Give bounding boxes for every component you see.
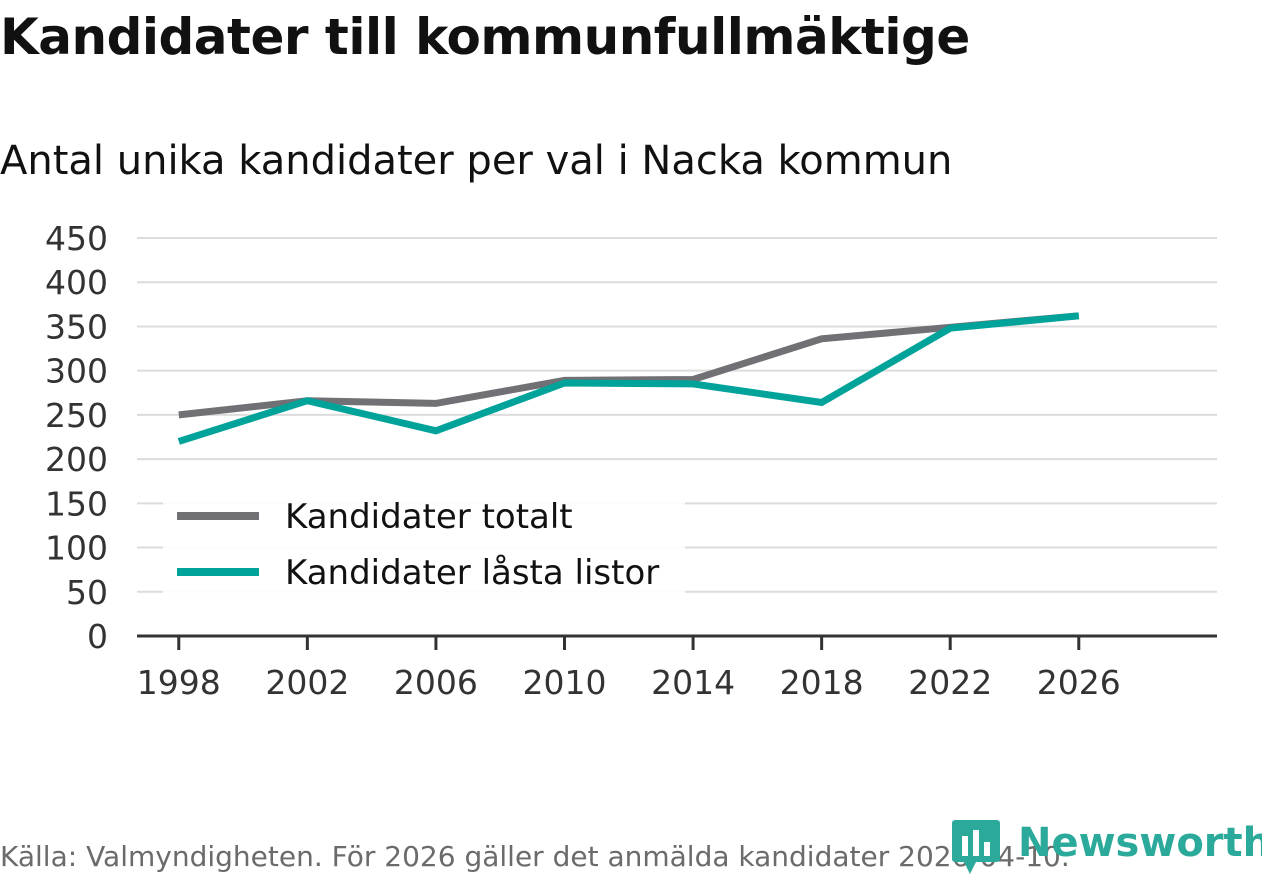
y-tick-label: 400 (45, 263, 108, 302)
chart-title: Kandidater till kommunfullmäktige (0, 8, 970, 66)
x-tick-label: 2014 (651, 663, 735, 702)
x-tick-label: 2026 (1037, 663, 1121, 702)
source-note: Källa: Valmyndigheten. För 2026 gäller d… (0, 840, 1070, 873)
legend-label: Kandidater låsta listor (285, 553, 659, 593)
x-tick-label: 1998 (137, 663, 221, 702)
legend-label: Kandidater totalt (285, 497, 573, 537)
x-tick-label: 2010 (523, 663, 607, 702)
legend: Kandidater totalt Kandidater låsta listor (163, 492, 685, 600)
x-axis: 1998 2002 2006 2010 2014 2018 2022 2026 (137, 634, 1217, 702)
y-tick-label: 250 (45, 396, 108, 435)
y-tick-label: 350 (45, 307, 108, 346)
newsworthy-logo: Newsworthy (950, 818, 1262, 878)
x-tick-label: 2022 (908, 663, 992, 702)
x-tick-label: 2006 (394, 663, 478, 702)
brand-name: Newsworthy (1018, 820, 1262, 866)
legend-background (163, 492, 685, 600)
series-line-lasta-listor (177, 312, 1080, 445)
x-tick-label: 2002 (265, 663, 349, 702)
bar-chart-icon (952, 820, 1000, 874)
series-lines (177, 312, 1080, 445)
y-tick-label: 300 (45, 352, 108, 391)
y-tick-label: 450 (45, 219, 108, 258)
y-tick-label: 200 (45, 440, 108, 479)
chart-subtitle: Antal unika kandidater per val i Nacka k… (0, 138, 953, 184)
y-tick-label: 150 (45, 484, 108, 523)
y-tick-label: 100 (45, 529, 108, 568)
x-tick-label: 2018 (780, 663, 864, 702)
y-axis-ticks: 0 50 100 150 200 250 300 350 400 450 (45, 219, 108, 656)
y-tick-label: 0 (87, 617, 108, 656)
y-tick-label: 50 (66, 573, 108, 612)
